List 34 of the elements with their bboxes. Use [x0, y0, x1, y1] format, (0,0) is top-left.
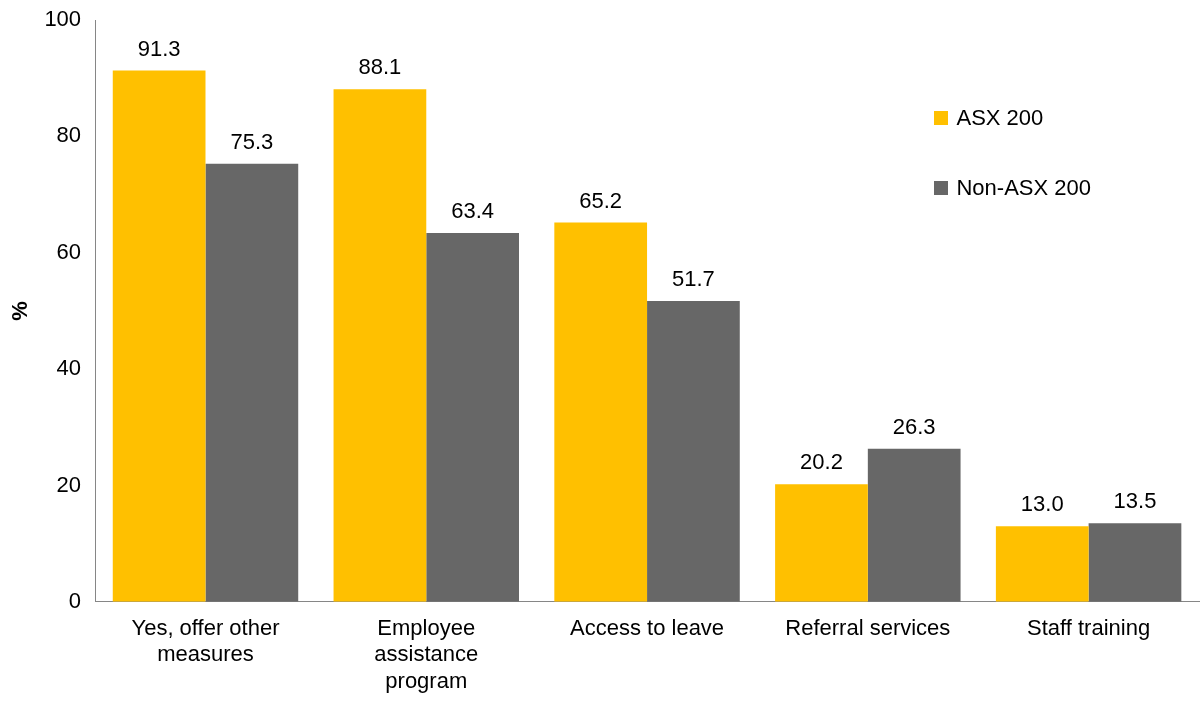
x-tick-label: Staff training [1027, 615, 1151, 641]
data-label: 26.3 [892, 413, 936, 439]
bar [554, 222, 648, 602]
legend-label: Non-ASX 200 [956, 175, 1091, 201]
x-tick-label: Access to leave [570, 615, 725, 641]
y-tick-label: 100 [44, 6, 82, 32]
bar [1088, 523, 1182, 602]
data-label: 75.3 [230, 128, 274, 154]
data-label: 65.2 [579, 187, 623, 213]
data-label: 63.4 [451, 198, 495, 223]
bar [426, 232, 519, 602]
bar [112, 70, 206, 602]
data-label: 20.2 [800, 449, 843, 475]
y-tick-label: 0 [68, 587, 82, 613]
bar [333, 89, 427, 602]
x-tick-label: Employee assistance program [374, 615, 479, 693]
y-tick-label: 60 [56, 238, 82, 264]
data-label: 13.5 [1113, 488, 1157, 514]
x-tick-label: Yes, offer other measures [131, 615, 280, 667]
y-axis-title: % [7, 301, 33, 321]
data-label: 51.7 [672, 266, 715, 292]
bar [647, 301, 740, 602]
y-tick-label: 80 [56, 122, 82, 148]
x-tick-label: Referral services [785, 615, 951, 641]
data-label: 91.3 [137, 35, 181, 61]
bar [995, 526, 1089, 602]
bar [867, 448, 961, 602]
legend-label: ASX 200 [956, 105, 1044, 131]
y-tick-label: 40 [56, 355, 82, 381]
bar [205, 163, 299, 602]
data-label: 88.1 [358, 54, 402, 80]
y-tick-label: 20 [56, 471, 82, 497]
bar [775, 484, 868, 602]
data-label: 13.0 [1020, 491, 1064, 517]
